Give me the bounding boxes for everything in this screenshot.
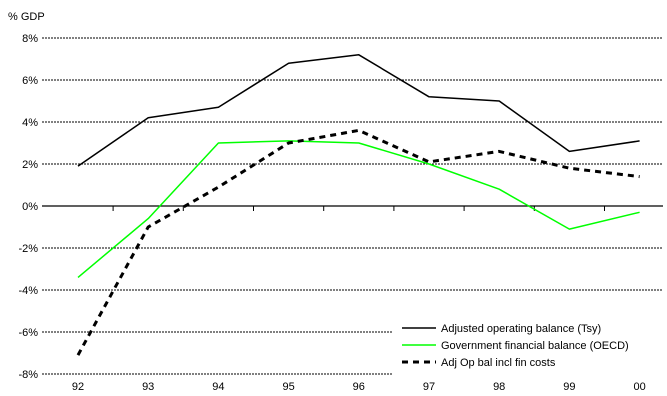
series-line-2 xyxy=(77,140,640,278)
y-tick-label: 4% xyxy=(22,117,38,129)
series-line-3 xyxy=(76,128,640,356)
y-tick-label: -8% xyxy=(18,369,38,381)
x-tick-label: 96 xyxy=(353,381,365,393)
x-axis: 92 93 94 95 96 97 98 99 00 xyxy=(72,206,646,393)
x-tick-label: 94 xyxy=(212,381,224,393)
x-tick-label: 00 xyxy=(633,381,645,393)
series-lines xyxy=(76,54,640,356)
x-tick-label: 99 xyxy=(563,381,575,393)
legend-label-2: Government financial balance (OECD) xyxy=(441,340,629,352)
legend-label-3: Adj Op bal incl fin costs xyxy=(441,357,556,369)
y-axis-ticks: -8% -6% -4% -2% 0% 2% 4% 6% 8% xyxy=(18,33,38,381)
x-tick-label: 93 xyxy=(142,381,154,393)
y-tick-label: 2% xyxy=(22,159,38,171)
y-axis-label: % GDP xyxy=(8,11,45,23)
gridlines xyxy=(42,37,663,375)
y-tick-label: -4% xyxy=(18,285,38,297)
legend-background xyxy=(392,311,662,373)
y-tick-label: 8% xyxy=(22,33,38,45)
legend: Adjusted operating balance (Tsy) Governme… xyxy=(392,311,662,373)
y-tick-label: -2% xyxy=(18,243,38,255)
y-tick-label: 6% xyxy=(22,75,38,87)
y-tick-label: 0% xyxy=(22,201,38,213)
x-tick-label: 92 xyxy=(72,381,84,393)
y-tick-label: -6% xyxy=(18,327,38,339)
x-tick-label: 98 xyxy=(493,381,505,393)
series-line-1 xyxy=(77,54,640,167)
legend-label-1: Adjusted operating balance (Tsy) xyxy=(441,323,601,335)
x-tick-label: 95 xyxy=(282,381,294,393)
x-tick-label: 97 xyxy=(423,381,435,393)
